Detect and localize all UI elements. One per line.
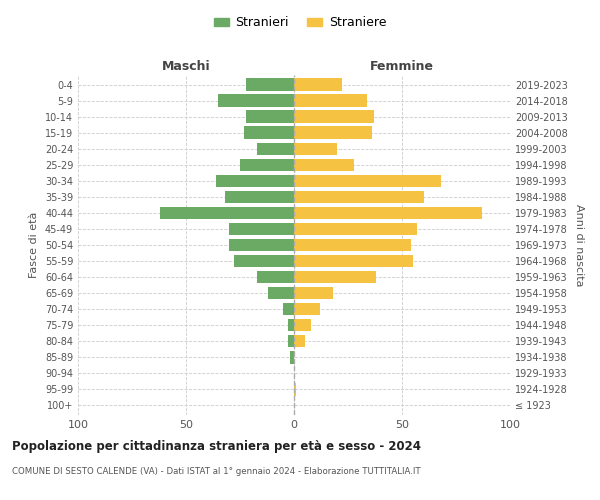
Legend: Stranieri, Straniere: Stranieri, Straniere [209,11,391,34]
Bar [294,190,424,203]
Bar [294,222,417,235]
Bar [294,94,367,107]
Text: COMUNE DI SESTO CALENDE (VA) - Dati ISTAT al 1° gennaio 2024 - Elaborazione TUTT: COMUNE DI SESTO CALENDE (VA) - Dati ISTA… [12,468,421,476]
Bar [216,174,294,187]
Bar [294,319,311,332]
Bar [294,206,482,219]
Bar [294,110,374,123]
Bar [290,351,294,364]
Bar [294,142,337,155]
Bar [287,335,294,347]
Bar [218,94,294,107]
Bar [257,142,294,155]
Bar [294,303,320,316]
Y-axis label: Anni di nascita: Anni di nascita [574,204,584,286]
Text: Maschi: Maschi [161,60,211,74]
Bar [247,110,294,123]
Text: Popolazione per cittadinanza straniera per età e sesso - 2024: Popolazione per cittadinanza straniera p… [12,440,421,453]
Bar [294,271,376,283]
Bar [229,238,294,252]
Bar [160,206,294,219]
Bar [294,238,410,252]
Bar [257,271,294,283]
Bar [294,78,341,91]
Bar [294,335,305,347]
Bar [294,126,372,139]
Bar [283,303,294,316]
Bar [247,78,294,91]
Bar [294,158,355,171]
Bar [229,222,294,235]
Bar [233,255,294,268]
Y-axis label: Fasce di età: Fasce di età [29,212,39,278]
Bar [268,287,294,300]
Bar [294,255,413,268]
Text: Femmine: Femmine [370,60,434,74]
Bar [244,126,294,139]
Bar [294,287,333,300]
Bar [225,190,294,203]
Bar [294,383,296,396]
Bar [240,158,294,171]
Bar [294,174,441,187]
Bar [287,319,294,332]
